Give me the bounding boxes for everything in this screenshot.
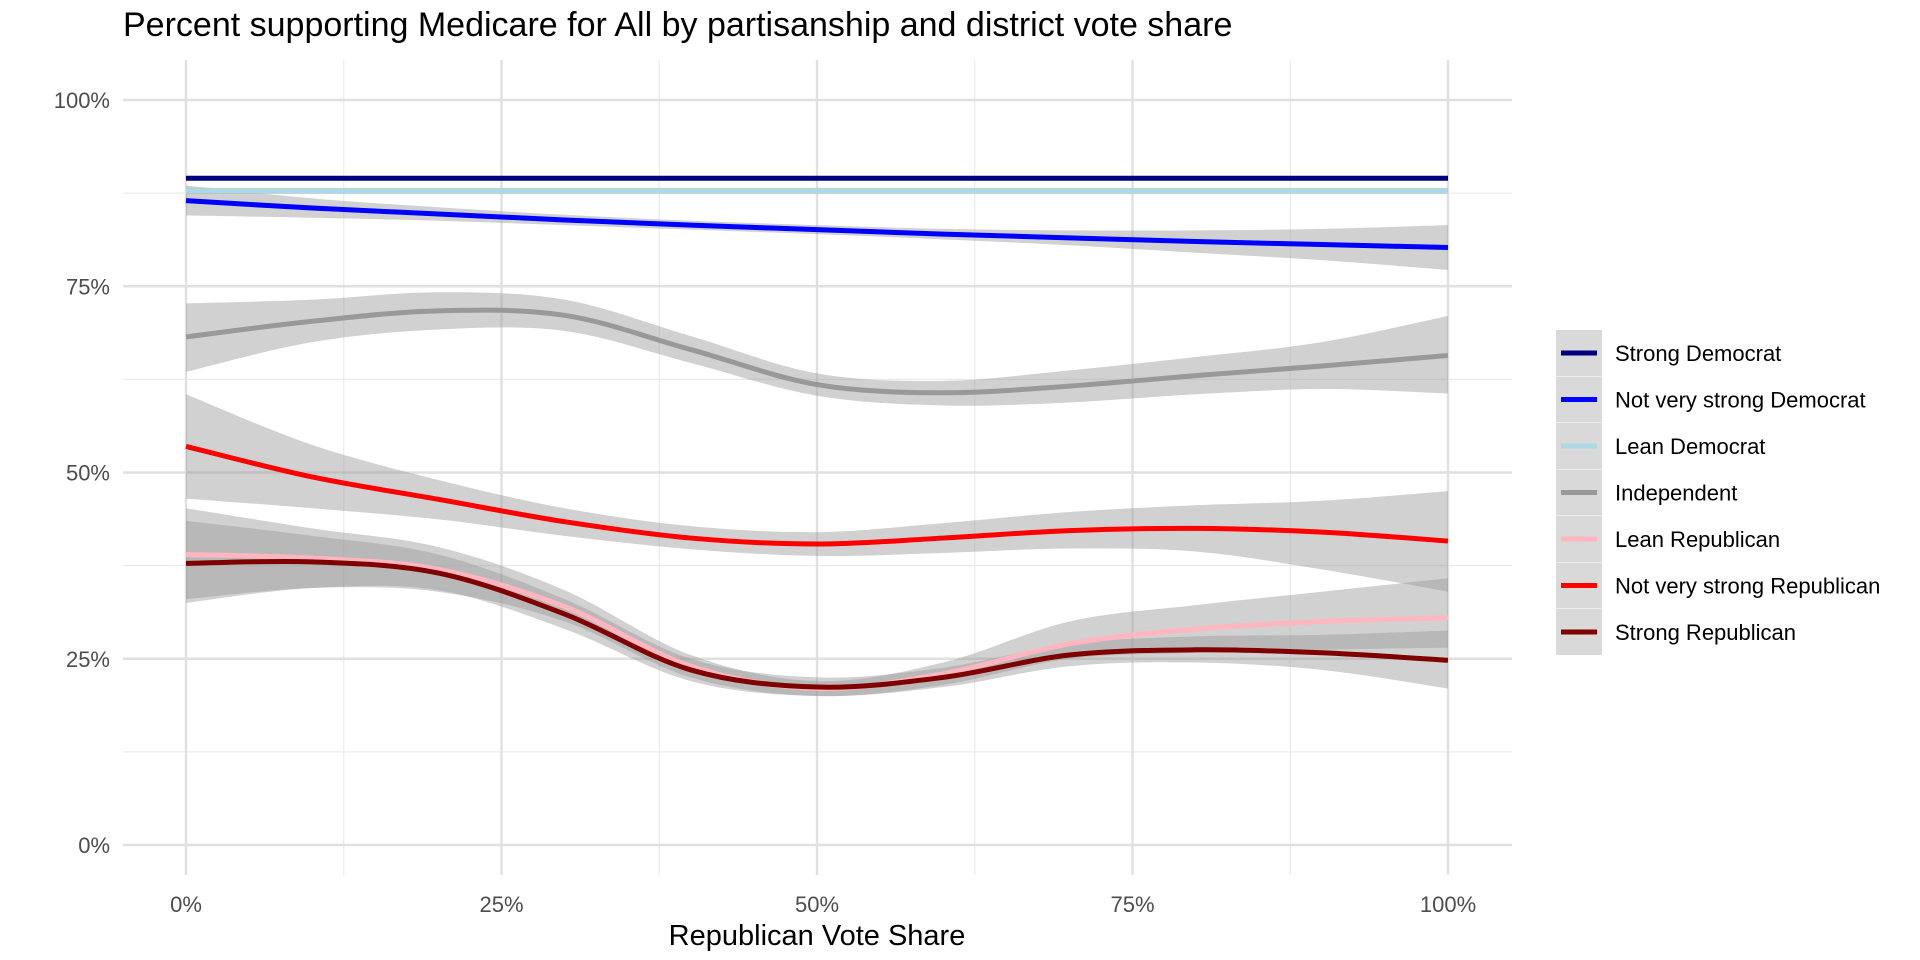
y-tick-label: 75% bbox=[66, 274, 110, 299]
x-tick-label: 25% bbox=[479, 892, 523, 917]
legend: Strong Democrat Not very strong Democrat L… bbox=[1556, 330, 1880, 655]
legend-label: Lean Democrat bbox=[1615, 434, 1765, 459]
x-tick-label: 100% bbox=[1420, 892, 1476, 917]
series-lines bbox=[185, 175, 1449, 692]
series-line bbox=[185, 558, 1449, 690]
x-tick-labels: 0% 25% 50% 75% 100% bbox=[170, 892, 1476, 917]
legend-label: Lean Republican bbox=[1615, 527, 1780, 552]
y-tick-labels: 0% 25% 50% 75% 100% bbox=[54, 88, 110, 858]
x-axis-title: Republican Vote Share bbox=[669, 920, 966, 952]
series-line bbox=[185, 307, 1449, 396]
legend-label: Not very strong Democrat bbox=[1615, 388, 1866, 413]
chart-title: Percent supporting Medicare for All by p… bbox=[123, 6, 1233, 44]
legend-label: Not very strong Republican bbox=[1615, 574, 1880, 599]
confidence-band bbox=[186, 292, 1448, 406]
y-tick-label: 50% bbox=[66, 461, 110, 486]
x-tick-label: 0% bbox=[170, 892, 202, 917]
series-line bbox=[185, 198, 1449, 251]
y-tick-label: 0% bbox=[78, 833, 110, 858]
y-tick-label: 100% bbox=[54, 88, 110, 113]
x-tick-label: 75% bbox=[1110, 892, 1154, 917]
confidence-band bbox=[186, 394, 1448, 592]
y-tick-label: 25% bbox=[66, 647, 110, 672]
x-tick-label: 50% bbox=[795, 892, 839, 917]
legend-label: Strong Republican bbox=[1615, 620, 1796, 645]
series-line bbox=[185, 443, 1449, 547]
major-gridlines bbox=[123, 60, 1512, 875]
legend-label: Strong Democrat bbox=[1615, 341, 1781, 366]
legend-label: Independent bbox=[1615, 481, 1737, 506]
